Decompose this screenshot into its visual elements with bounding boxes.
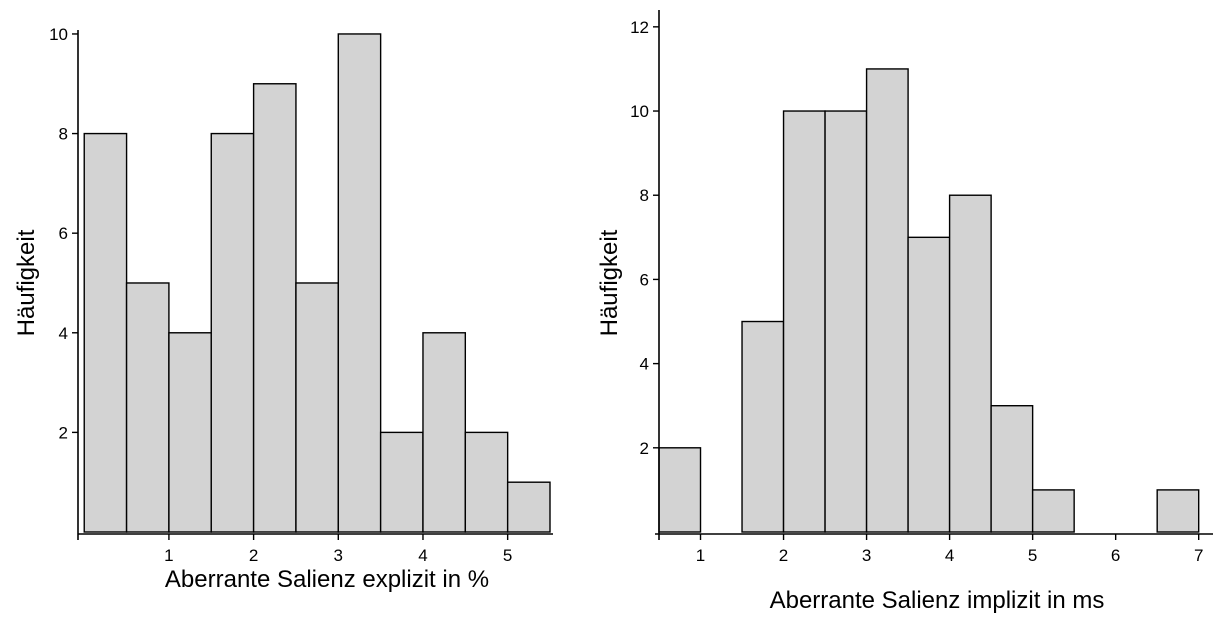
implizit-x-axis-title: Aberrante Salienz implizit in ms: [770, 587, 1105, 614]
implizit-bar-3: [782, 110, 826, 533]
explizit-y-tick-label: 8: [59, 125, 68, 144]
implizit-bar-6: [907, 236, 951, 533]
implizit-bar-2: [741, 320, 785, 533]
explizit-y-tick-label: 10: [49, 25, 68, 44]
implizit-x-tick-label: 7: [1194, 546, 1203, 565]
explizit-bar-6: [337, 33, 382, 533]
implizit-y-tick-label: 10: [630, 102, 649, 121]
explizit-x-tick-label: 1: [164, 546, 173, 565]
implizit-y-tick-label: 12: [630, 18, 649, 37]
implizit-bar-12: [1156, 489, 1200, 533]
implizit-x-tick-label: 5: [1028, 546, 1037, 565]
implizit-x-tick-label: 4: [945, 546, 954, 565]
implizit-x-tick-label: 6: [1111, 546, 1120, 565]
implizit-y-axis-title: Häufigkeit: [596, 229, 623, 336]
explizit-x-tick-label: 3: [334, 546, 343, 565]
explizit-bar-4: [252, 83, 297, 533]
implizit-y-tick-label: 8: [640, 186, 649, 205]
explizit-bar-5: [295, 282, 339, 533]
implizit-bar-4: [824, 110, 868, 533]
explizit-y-tick-label: 4: [59, 324, 68, 343]
implizit-bar-7: [948, 194, 992, 533]
implizit-bar-8: [990, 405, 1034, 533]
histogram-explizit: 1 2 3 4 5 2 4 6 8 10 Aberrante Salienz explizit in…: [13, 25, 553, 593]
implizit-x-tick-label: 3: [862, 546, 871, 565]
explizit-x-tick-label: 2: [249, 546, 258, 565]
implizit-x-tick-label: 1: [696, 546, 705, 565]
explizit-bar-0: [83, 132, 128, 533]
explizit-x-tick-label: 4: [418, 546, 427, 565]
implizit-bar-9: [1031, 489, 1075, 533]
implizit-y-tick-label: 4: [640, 355, 649, 374]
explizit-bar-3: [210, 132, 255, 533]
implizit-y-tick-label: 6: [640, 270, 649, 289]
implizit-bar-5: [865, 68, 909, 533]
explizit-bar-9: [464, 431, 509, 533]
explizit-bar-8: [422, 332, 467, 533]
explizit-bar-2: [168, 332, 212, 533]
explizit-bar-10: [506, 481, 551, 533]
explizit-y-tick-label: 6: [59, 224, 68, 243]
explizit-bar-1: [125, 282, 170, 533]
explizit-y-tick-label: 2: [59, 423, 68, 442]
implizit-bar-0: [658, 447, 702, 533]
implizit-y-tick-label: 2: [640, 439, 649, 458]
explizit-x-tick-label: 5: [503, 546, 512, 565]
implizit-x-tick-label: 2: [779, 546, 788, 565]
explizit-y-axis-title: Häufigkeit: [13, 229, 40, 336]
explizit-x-axis-title: Aberrante Salienz explizit in %: [165, 566, 489, 593]
explizit-bar-7: [379, 431, 424, 533]
